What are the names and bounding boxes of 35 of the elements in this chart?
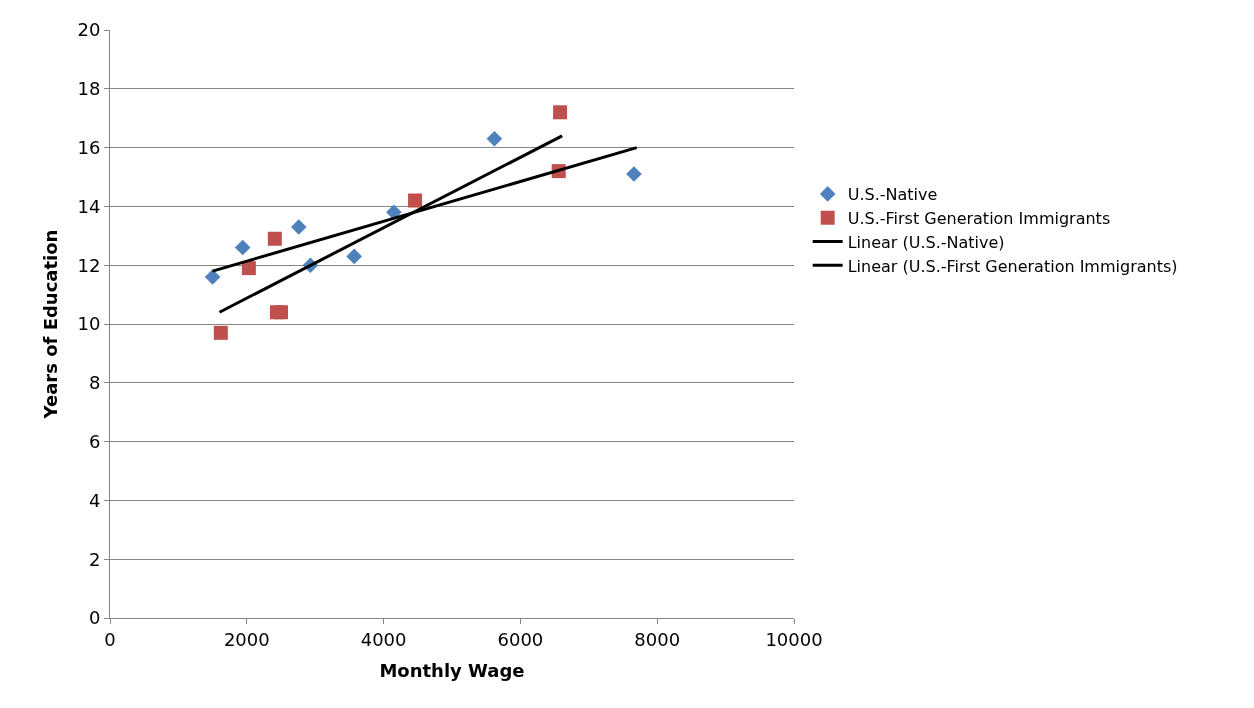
point xyxy=(274,305,288,320)
y-tick-label: 8 xyxy=(88,372,101,394)
y-tick-label: 12 xyxy=(77,254,101,276)
x-tick-label: 6000 xyxy=(497,628,544,650)
point xyxy=(346,248,362,265)
point xyxy=(241,261,256,276)
point xyxy=(626,166,642,182)
y-tick-label: 4 xyxy=(88,489,101,511)
x-tick-label: 10000 xyxy=(765,628,823,650)
y-tick-label: 10 xyxy=(77,313,101,335)
point xyxy=(408,193,423,208)
y-axis-title: Years of Education xyxy=(39,229,61,420)
y-tick-label: 0 xyxy=(88,607,101,629)
legend-label: U.S.-Native xyxy=(847,185,938,205)
x-tick-label: 2000 xyxy=(223,628,270,650)
point xyxy=(267,231,282,246)
x-tick-label: 0 xyxy=(104,628,116,650)
point xyxy=(213,325,228,340)
legend-label: Linear (U.S.-Native) xyxy=(847,232,1005,252)
y-tick-label: 2 xyxy=(88,548,101,570)
y-tick-label: 6 xyxy=(88,430,101,452)
x-tick-label: 4000 xyxy=(360,628,407,650)
y-tick-label: 16 xyxy=(77,136,101,158)
y-tick-label: 18 xyxy=(77,78,101,100)
legend-label: U.S.-First Generation Immigrants xyxy=(847,208,1111,228)
y-tick-label: 20 xyxy=(77,19,101,41)
x-axis-title: Monthly Wage xyxy=(379,659,525,681)
x-tick-label: 8000 xyxy=(634,628,681,650)
point xyxy=(204,269,221,285)
point xyxy=(486,130,503,147)
y-tick-label: 14 xyxy=(77,195,101,217)
legend-label: Linear (U.S.-First Generation Immigrants) xyxy=(847,256,1178,276)
point xyxy=(290,219,307,235)
point xyxy=(553,105,568,120)
point xyxy=(234,239,251,256)
